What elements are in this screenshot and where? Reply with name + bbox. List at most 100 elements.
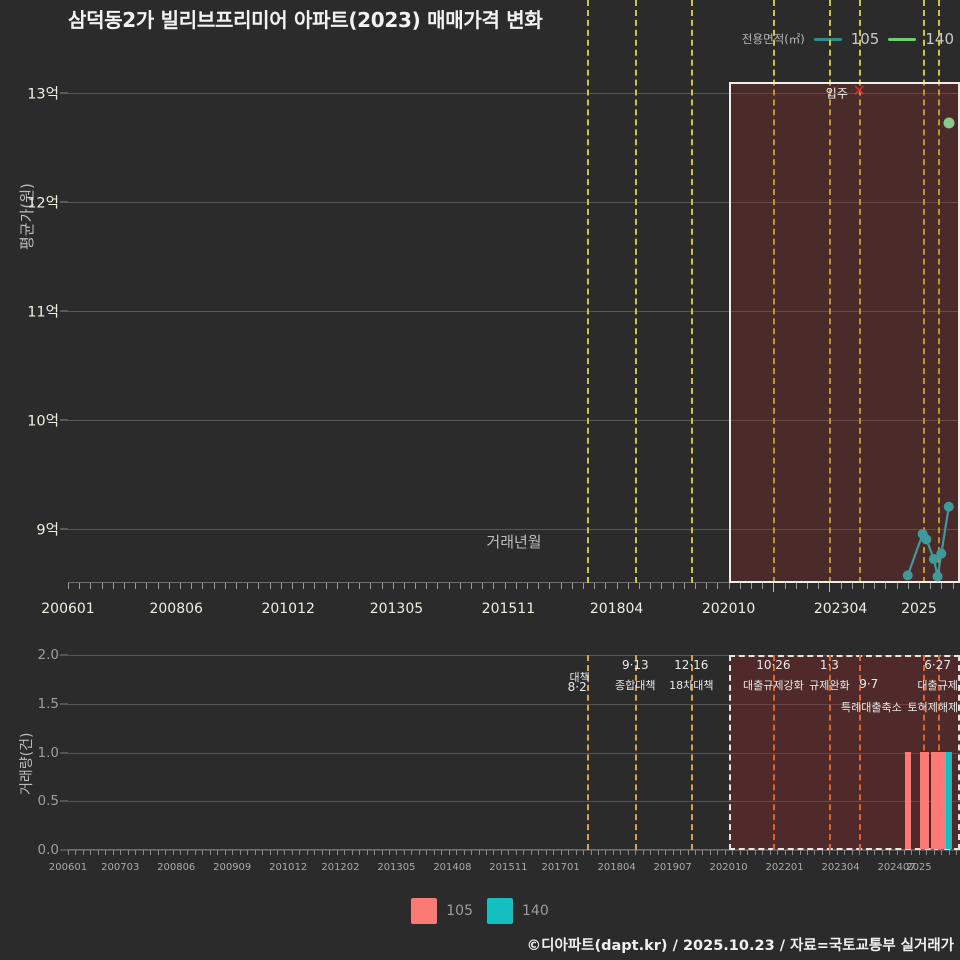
x-tick-mark — [769, 850, 771, 855]
x-tick-mark — [101, 583, 103, 589]
legend-swatch-140-bottom — [487, 898, 513, 924]
x-tick-label: 201907 — [653, 862, 692, 873]
x-tick-mark — [739, 850, 741, 855]
x-tick-mark — [717, 850, 719, 855]
x-tick-mark — [590, 850, 592, 855]
x-tick-label: 201804 — [597, 862, 636, 873]
x-tick-mark — [661, 583, 663, 589]
x-tick-mark — [366, 850, 368, 855]
y-tick-mark — [60, 92, 68, 94]
x-tick-mark — [235, 583, 237, 589]
legend-swatch-105-bottom — [411, 898, 438, 924]
legend-label-105-bottom: 105 — [446, 903, 473, 919]
gridline — [68, 419, 960, 421]
legend-item-140: 140 — [487, 898, 549, 924]
volume-bar-105 — [938, 751, 945, 849]
x-tick-mark — [571, 583, 573, 589]
x-tick-mark — [926, 850, 928, 855]
gridline — [68, 528, 960, 530]
volume-bar-105 — [919, 751, 926, 849]
x-tick-mark — [911, 850, 913, 855]
x-tick-mark — [456, 850, 458, 855]
x-tick-label: 202407 — [877, 862, 916, 873]
x-tick-mark — [418, 850, 420, 855]
series-140-point — [943, 117, 955, 129]
series-legend-top: 전용면적(㎡) 105 140 — [742, 30, 954, 48]
x-tick-mark — [336, 850, 338, 855]
x-tick-mark — [728, 583, 730, 589]
x-tick-mark — [549, 583, 551, 589]
x-tick-mark — [933, 850, 935, 855]
x-tick-mark — [762, 583, 764, 589]
policy-date-label: 8·2 — [567, 680, 587, 694]
x-tick-mark — [247, 583, 249, 589]
y-tick-label: 0.0 — [37, 842, 59, 858]
x-tick-mark — [202, 583, 204, 589]
policy-vline — [691, 655, 694, 850]
x-tick-mark — [381, 583, 383, 589]
series-legend-bottom: 105 140 — [0, 898, 960, 924]
x-tick-mark — [583, 850, 585, 855]
x-tick-mark — [411, 850, 413, 855]
x-tick-mark — [806, 850, 808, 855]
x-tick-label: 201305 — [377, 862, 416, 873]
gridline — [68, 752, 960, 754]
y-tick-label: 1.0 — [37, 744, 59, 761]
x-tick-mark — [687, 850, 689, 855]
policy-vline — [773, 0, 776, 583]
x-tick-mark — [956, 850, 958, 855]
x-tick-mark — [239, 850, 241, 855]
x-tick-mark — [806, 583, 808, 589]
gridline — [68, 201, 960, 203]
x-tick-mark — [105, 850, 107, 855]
y-tick-mark — [60, 528, 68, 530]
x-tick-mark — [717, 583, 719, 589]
volume-bar-140 — [945, 751, 952, 849]
x-tick-mark — [799, 850, 801, 855]
x-tick-mark — [732, 850, 734, 855]
y-tick-mark — [60, 800, 68, 802]
volume-bar-105 — [930, 751, 937, 849]
legend-item-105: 105 — [411, 898, 473, 924]
x-tick-mark — [471, 850, 473, 855]
volume-bar-105 — [934, 751, 941, 849]
x-marker-annotation: ✕ — [852, 80, 866, 100]
x-tick-mark — [459, 583, 461, 589]
x-tick-mark — [616, 583, 618, 589]
volume-x-axis: 200601 200703 200806 200909 201012 201202 2013… — [49, 850, 960, 880]
y-tick-label: 9억 — [36, 522, 59, 539]
x-tick-mark — [90, 583, 92, 589]
x-tick-mark — [415, 583, 417, 589]
volume-y-axis-label: 거래량(건) — [19, 732, 35, 795]
x-tick-mark — [597, 850, 599, 855]
x-tick-mark — [381, 850, 383, 855]
y-tick-label: 1.5 — [37, 695, 59, 712]
x-tick-mark — [866, 850, 868, 855]
x-tick-mark — [123, 583, 125, 589]
x-tick-mark — [306, 850, 308, 855]
x-tick-label: 200601 — [48, 862, 88, 873]
legend-label-105: 105 — [850, 30, 880, 48]
legend-swatch-140 — [888, 37, 917, 41]
x-tick-mark — [448, 850, 450, 855]
x-tick-mark — [486, 850, 487, 855]
x-tick-mark — [280, 583, 282, 589]
x-tick-mark — [851, 583, 853, 589]
x-tick-label: 200703 — [101, 862, 140, 873]
x-tick-mark — [695, 583, 696, 589]
policy-vline — [859, 655, 862, 850]
policy-date-label: 9·13 — [621, 658, 649, 672]
x-tick-mark — [325, 583, 327, 589]
x-tick-mark — [75, 850, 77, 855]
x-tick-mark — [605, 850, 607, 855]
x-tick-mark — [471, 583, 473, 589]
legend-label-140: 140 — [925, 30, 954, 48]
x-tick-label: 201012 — [261, 601, 315, 617]
x-tick-mark — [635, 850, 637, 855]
x-tick-mark — [262, 850, 264, 855]
x-tick-label: 2025 — [906, 862, 932, 873]
y-tick-mark — [60, 849, 68, 851]
policy-vline — [829, 655, 832, 850]
policy-date-label: 9·7 — [859, 677, 879, 691]
x-tick-mark — [374, 850, 376, 855]
